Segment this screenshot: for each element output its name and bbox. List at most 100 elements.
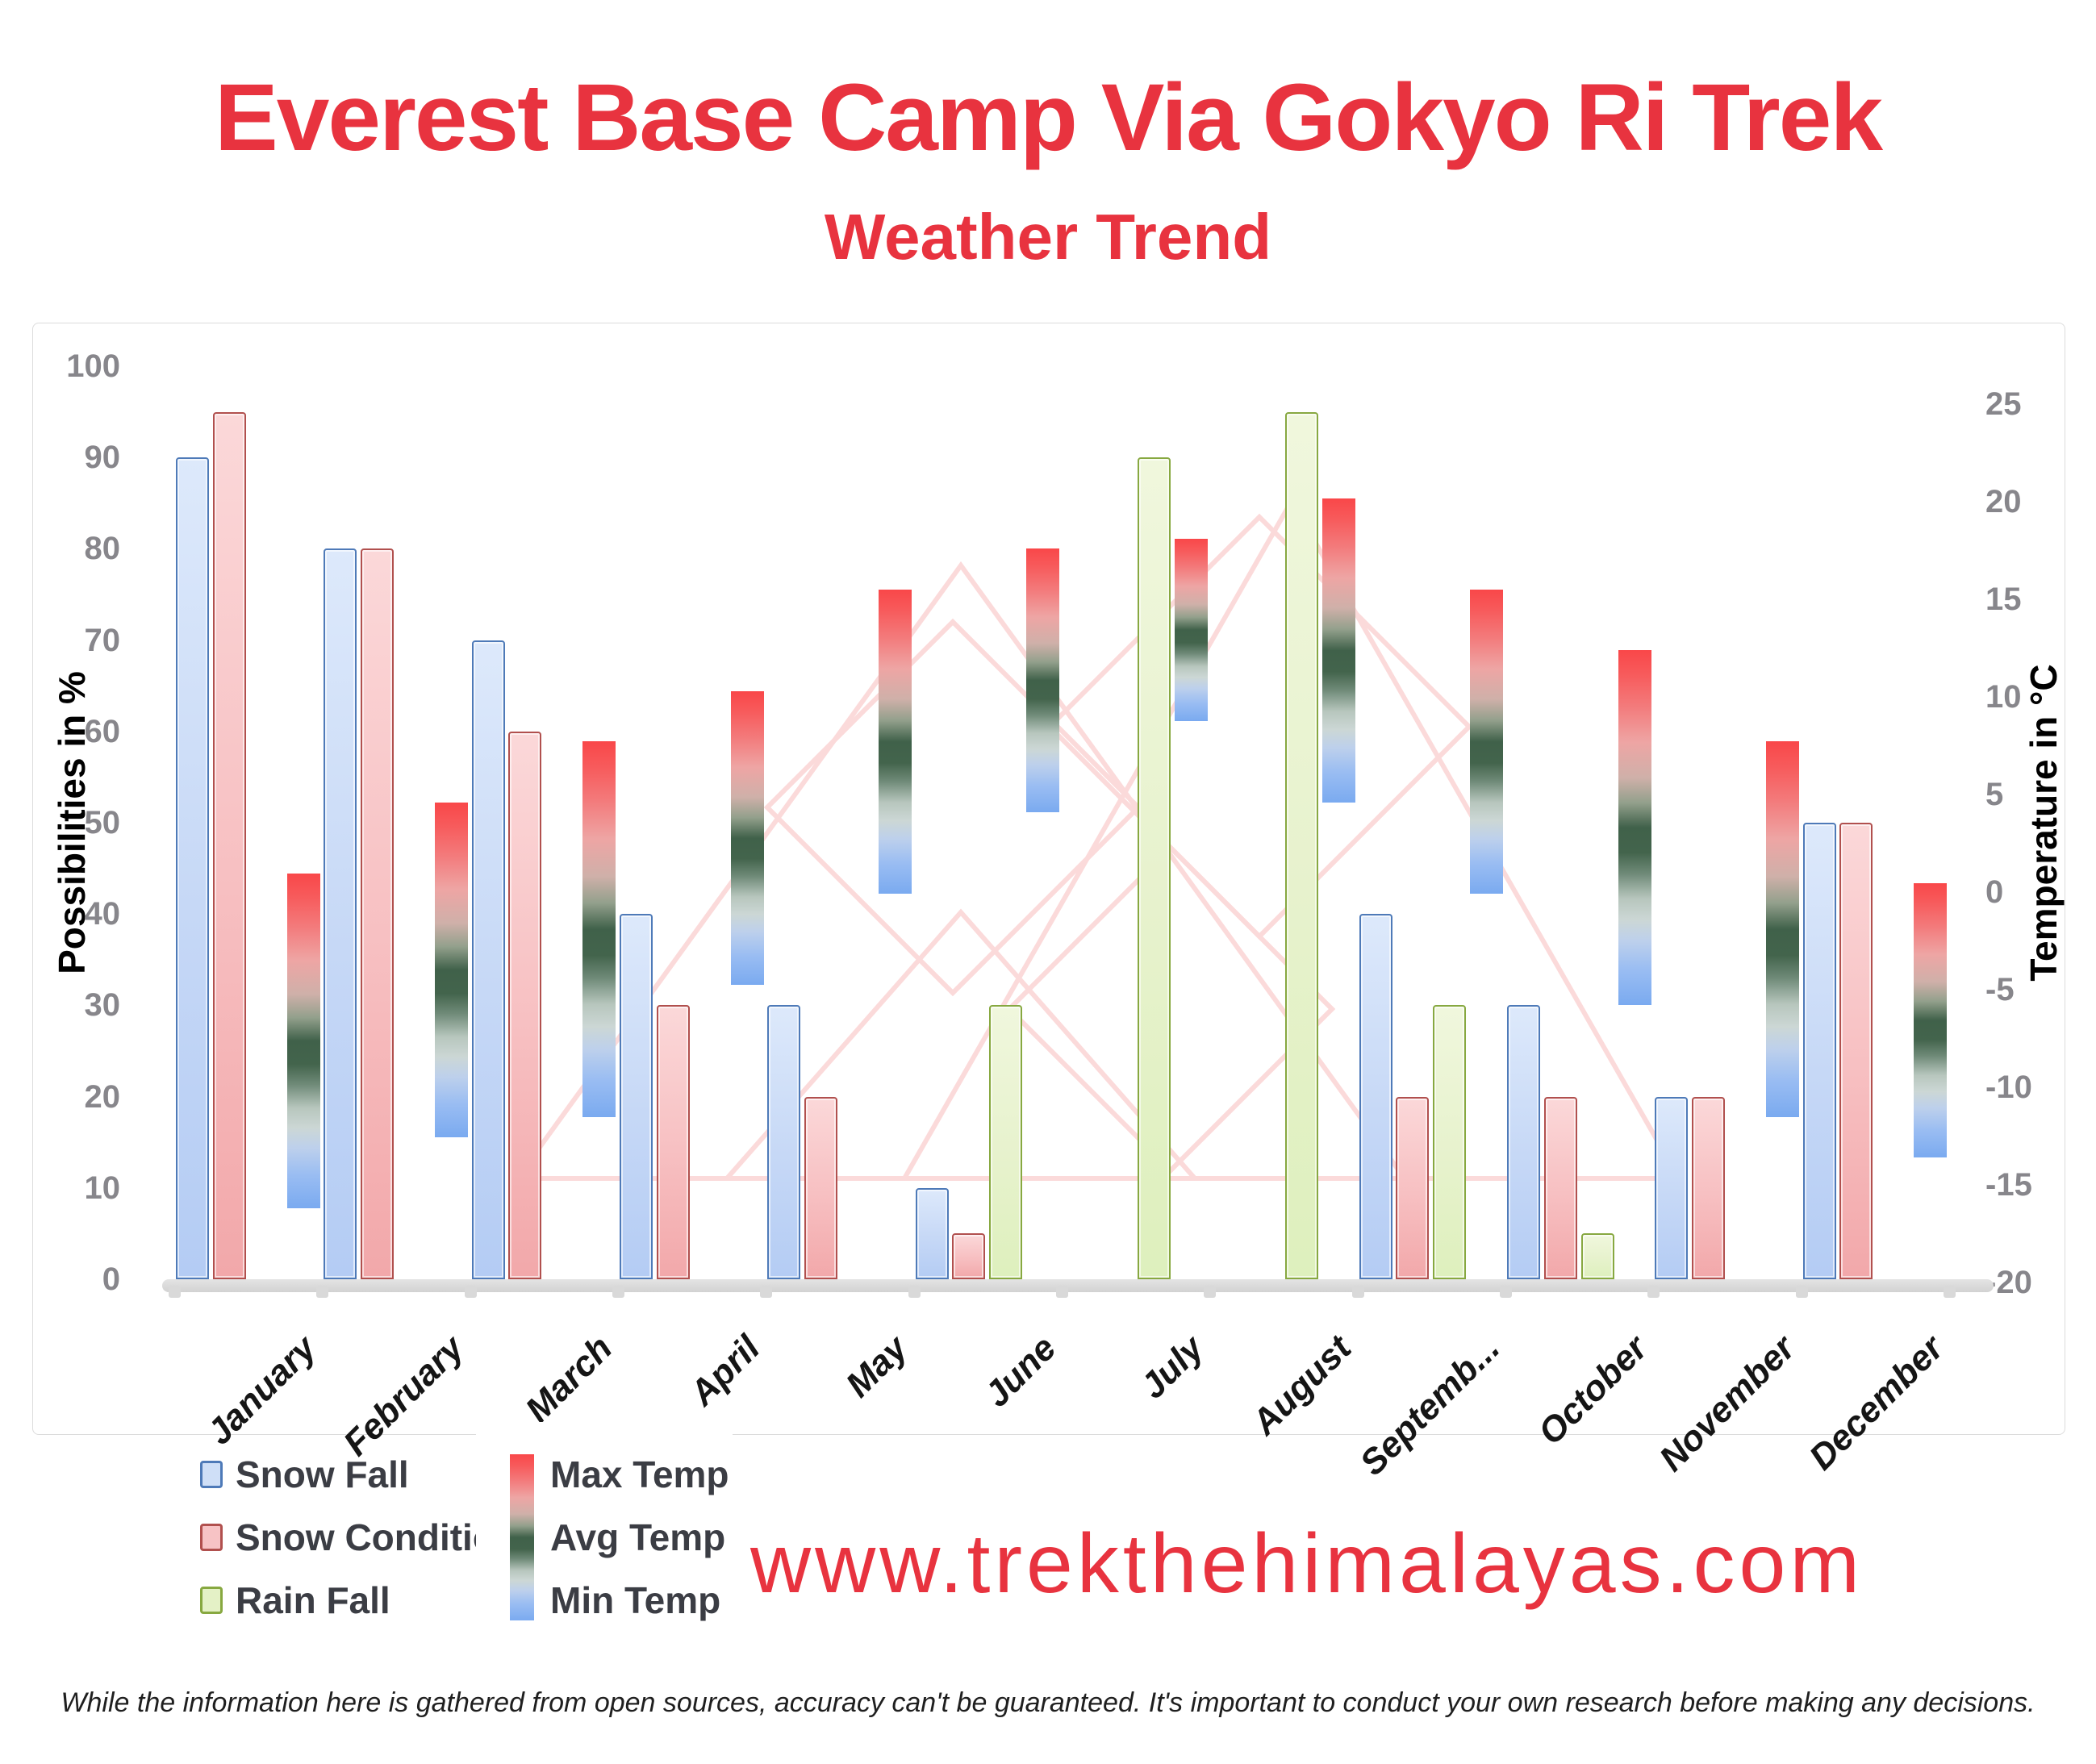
weather-chart: Possibilities in % Temperature in °C 0 10… [32,323,2065,1483]
legend-item-avg-temp: Avg Temp [550,1515,725,1560]
right-tick-15: 15 [1985,582,2022,617]
month-group-april [618,366,766,1279]
bar-temp-range-july [1174,538,1208,722]
bar-snow-fall-october [1507,1005,1540,1279]
month-group-november [1653,366,1801,1279]
axis-tick-mark [1944,1286,1956,1298]
left-tick-100: 100 [66,348,120,384]
axis-tick-mark [169,1286,181,1298]
month-group-august [1209,366,1357,1279]
plot-area [174,366,1949,1279]
right-tick--10: -10 [1985,1070,2032,1105]
bar-snow-condition-may [804,1096,838,1279]
bar-snow-fall-may [767,1005,801,1279]
axis-tick-mark [760,1286,773,1298]
month-group-march [470,366,618,1279]
website-link[interactable]: www.trekthehimalayas.com [750,1517,1864,1611]
left-tick-40: 40 [84,896,121,932]
axis-tick-mark [1500,1286,1512,1298]
left-tick-70: 70 [84,622,121,658]
month-group-february [322,366,470,1279]
bar-temp-range-february [434,802,468,1137]
bar-temp-range-october [1618,650,1651,1006]
bar-snow-fall-january [176,457,209,1279]
bar-rain-fall-august [1284,411,1318,1279]
axis-tick-mark [316,1286,329,1298]
bar-snow-fall-april [620,914,653,1279]
left-tick-80: 80 [84,531,121,567]
bar-snow-condition-february [361,548,395,1279]
legend-item-snow-fall: Snow Fall [200,1452,409,1497]
bar-temp-range-december [1914,883,1948,1158]
bar-snow-condition-january [212,411,246,1279]
axis-tick-mark [1351,1286,1364,1298]
left-tick-50: 50 [84,805,121,840]
legend-label: Snow Condition [236,1516,519,1558]
left-tick-10: 10 [84,1170,121,1206]
legend-item-snow-condition: Snow Condition [200,1515,518,1560]
legend-item-max-temp: Max Temp [550,1452,729,1497]
month-group-july [1062,366,1209,1279]
page-subtitle: Weather Trend [824,201,1272,273]
legend-item-rain-fall: Rain Fall [200,1578,390,1623]
bar-snow-fall-september [1359,914,1392,1279]
axis-tick-mark [1204,1286,1217,1298]
month-group-october [1505,366,1653,1279]
bar-temp-range-june [1026,548,1060,813]
bar-temp-range-january [286,873,320,1208]
bar-snow-condition-march [508,731,542,1279]
snow-condition-swatch-icon [200,1524,223,1551]
legend-label: Avg Temp [550,1516,726,1558]
left-tick-20: 20 [84,1078,121,1115]
bar-snow-fall-june [915,1187,949,1279]
rain-fall-swatch-icon [200,1587,223,1614]
bar-rain-fall-june [989,1005,1023,1279]
right-tick--15: -15 [1985,1167,2032,1203]
left-tick-60: 60 [84,713,121,749]
right-tick--5: -5 [1985,972,2015,1007]
page-title: Everest Base Camp Via Gokyo Ri Trek [215,65,1883,171]
month-group-september [1358,366,1505,1279]
bar-snow-condition-april [656,1005,690,1279]
legend-label: Rain Fall [236,1579,390,1621]
left-tick-90: 90 [84,440,121,476]
right-tick-20: 20 [1985,484,2022,519]
bar-snow-condition-october [1543,1096,1577,1279]
bar-temp-range-august [1321,498,1355,803]
bar-rain-fall-july [1137,457,1171,1279]
axis-tick-mark [612,1286,624,1298]
bar-temp-range-may [878,589,912,895]
left-tick-0: 0 [102,1261,120,1297]
axis-tick-mark [1056,1286,1068,1298]
bar-snow-fall-february [324,548,357,1279]
axis-tick-mark [1795,1286,1808,1298]
right-tick-25: 25 [1985,386,2022,422]
bar-temp-range-march [582,741,616,1117]
bar-snow-condition-december [1839,823,1873,1279]
right-tick--20: -20 [1985,1265,2032,1300]
axis-tick-mark [464,1286,477,1298]
legend-item-min-temp: Min Temp [550,1578,720,1623]
bar-snow-fall-december [1802,823,1836,1279]
bar-rain-fall-september [1433,1005,1467,1279]
bar-snow-condition-june [952,1233,986,1279]
bar-temp-range-september [1470,589,1504,895]
axis-tick-mark [1647,1286,1660,1298]
legend-temp-series: Max Temp Avg Temp Min Temp [476,1422,733,1662]
legend-label: Max Temp [550,1453,729,1495]
right-tick-10: 10 [1985,679,2022,715]
bar-snow-fall-march [471,640,505,1279]
right-tick-5: 5 [1985,777,2004,812]
bar-temp-range-april [730,690,764,986]
month-group-december [1802,366,1949,1279]
axis-tick-mark [908,1286,921,1298]
right-tick-0: 0 [1985,874,2004,910]
month-group-june [914,366,1062,1279]
snow-fall-swatch-icon [200,1461,223,1488]
left-tick-30: 30 [84,987,121,1024]
month-group-january [174,366,322,1279]
bar-temp-range-november [1765,741,1799,1117]
month-group-may [766,366,913,1279]
bar-rain-fall-october [1580,1233,1614,1279]
